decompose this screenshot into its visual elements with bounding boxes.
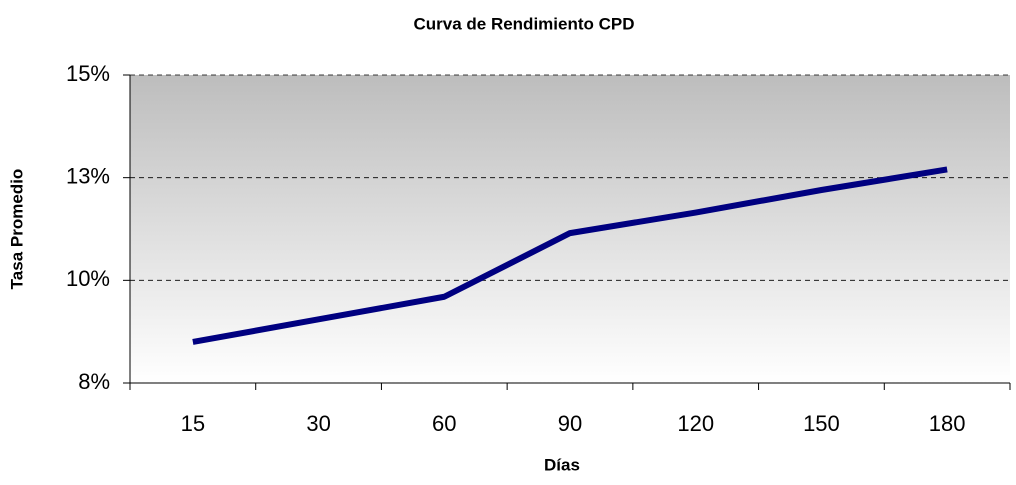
x-tick-label: 15: [181, 411, 205, 436]
x-tick-label: 180: [929, 411, 966, 436]
x-tick-label: 90: [558, 411, 582, 436]
y-axis-label: Tasa Promedio: [7, 169, 26, 290]
y-tick-label: 10%: [66, 266, 110, 291]
data-line: [192, 166, 948, 345]
y-tick-label: 15%: [66, 61, 110, 86]
y-tick-label: 13%: [66, 163, 110, 188]
plot-area: [130, 75, 1010, 383]
chart-title: Curva de Rendimiento CPD: [413, 14, 634, 33]
x-tick-label: 60: [432, 411, 456, 436]
x-tick-label: 120: [677, 411, 714, 436]
y-tick-label: 8%: [78, 369, 110, 394]
x-tick-label: 150: [803, 411, 840, 436]
x-tick-label: 30: [306, 411, 330, 436]
x-axis-label: Días: [544, 455, 580, 474]
